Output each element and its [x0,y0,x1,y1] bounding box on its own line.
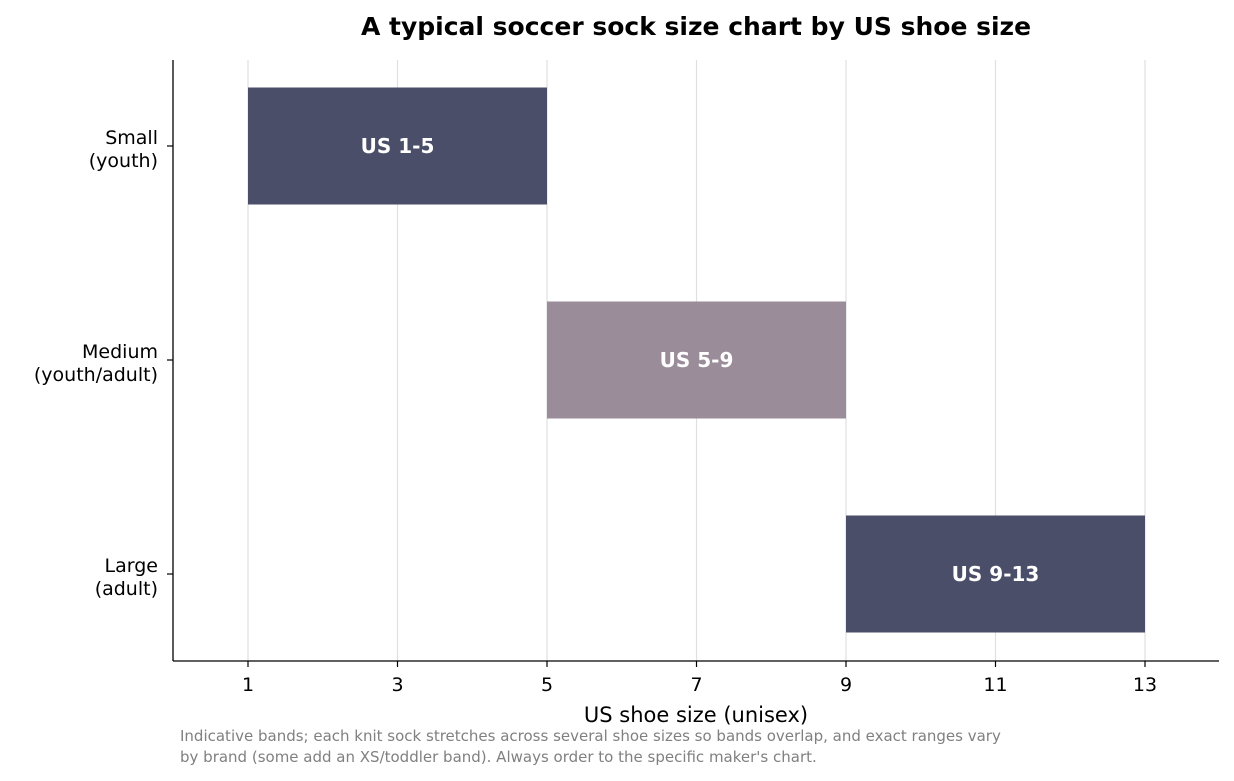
y-tick-label-1: Small (youth) [89,127,158,172]
x-ticks: 1 3 5 7 9 11 13 [242,661,1157,696]
x-tick-label-1: 1 [242,674,254,696]
footnote-line-1: Indicative bands; each knit sock stretch… [180,727,1001,745]
x-tick-label-3: 3 [391,674,403,696]
size-band-label-1: US 1-5 [361,134,435,158]
x-tick-label-5: 5 [541,674,553,696]
size-band-label-2: US 5-9 [660,348,734,372]
x-tick-label-13: 13 [1133,674,1157,696]
y-tick-label-2: Medium (youth/adult) [34,341,158,386]
size-band-label-3: US 9-13 [952,562,1040,586]
size-band-bar-2 [547,301,846,419]
y-ticks: Small (youth) Medium (youth/adult) Large (adu… [34,127,173,600]
x-tick-label-9: 9 [840,674,852,696]
x-axis-label: US shoe size (unisex) [584,703,808,727]
chart-title: A typical soccer sock size chart by US s… [361,12,1031,41]
bars: US 1-5 US 5-9 US 9-13 [248,87,1145,633]
size-band-bar-3 [846,515,1145,633]
x-tick-label-7: 7 [690,674,702,696]
footnote-line-2: by brand (some add an XS/toddler band). … [180,748,817,766]
size-band-bar-1 [248,87,547,205]
x-tick-label-11: 11 [983,674,1007,696]
y-tick-label-3: Large (adult) [95,555,158,600]
